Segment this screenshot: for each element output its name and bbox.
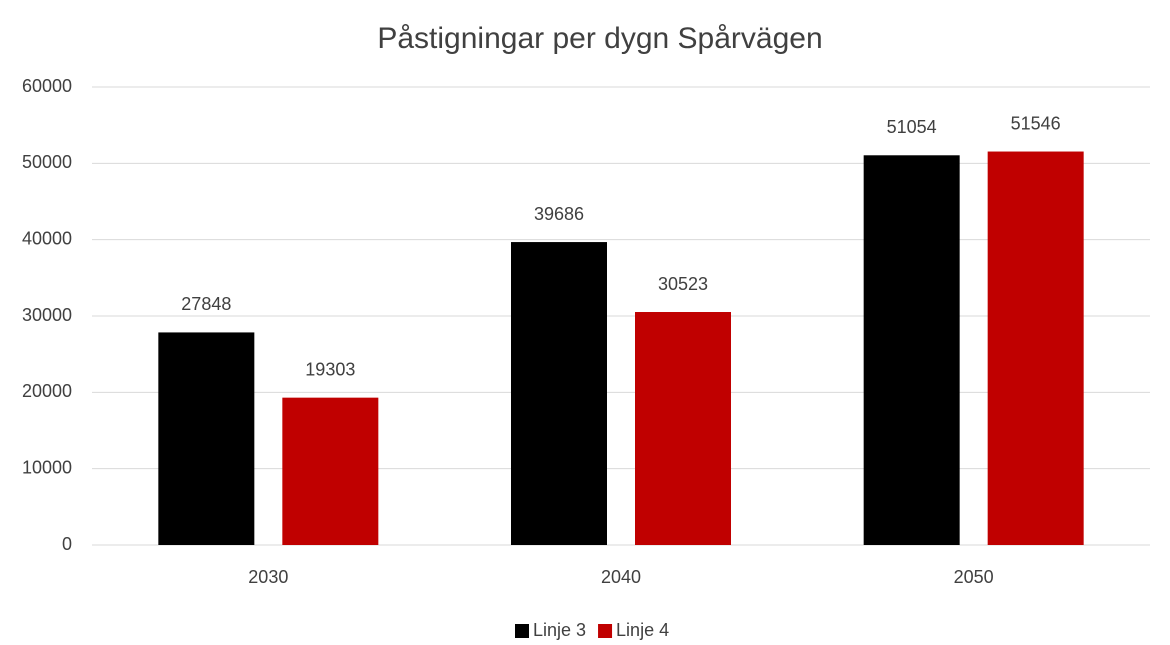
- y-tick-label: 30000: [22, 305, 72, 325]
- x-tick-label: 2030: [248, 567, 288, 587]
- bar: [158, 332, 255, 545]
- bar: [511, 242, 607, 545]
- y-tick-label: 50000: [22, 152, 72, 172]
- legend-label: Linje 3: [533, 620, 586, 640]
- data-label: 51546: [1011, 113, 1061, 133]
- legend-label: Linje 4: [616, 620, 669, 640]
- y-tick-label: 0: [62, 534, 72, 554]
- y-tick-label: 10000: [22, 457, 72, 477]
- data-label: 51054: [887, 117, 937, 137]
- bar: [635, 312, 731, 545]
- y-tick-label: 60000: [22, 76, 72, 96]
- data-label: 19303: [305, 359, 355, 379]
- bar: [987, 151, 1084, 545]
- data-label: 39686: [534, 204, 584, 224]
- bar: [282, 397, 379, 545]
- bar: [863, 155, 960, 546]
- x-tick-label: 2040: [601, 567, 641, 587]
- y-tick-label: 40000: [22, 228, 72, 248]
- y-tick-label: 20000: [22, 381, 72, 401]
- x-tick-label: 2050: [954, 567, 994, 587]
- legend-swatch: [598, 624, 613, 638]
- legend-swatch: [515, 624, 529, 638]
- data-label: 30523: [658, 274, 708, 294]
- data-label: 27848: [181, 294, 231, 314]
- chart-title: Påstigningar per dygn Spårvägen: [377, 22, 822, 55]
